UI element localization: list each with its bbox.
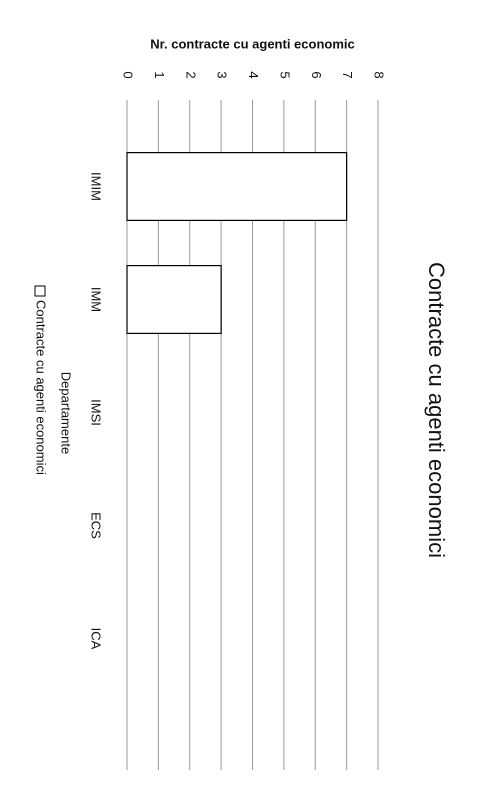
y-tick-label: 0 — [121, 71, 136, 78]
legend-swatch — [34, 285, 46, 297]
chart-title: Contracte cu agenti economici — [424, 262, 449, 558]
y-tick-label: 3 — [215, 71, 230, 78]
x-axis-label: Departamente — [59, 372, 74, 454]
x-tick-label: ECS — [89, 512, 104, 539]
y-tick-label: 2 — [183, 71, 198, 78]
y-tick-label: 6 — [309, 71, 324, 78]
y-tick-label: 8 — [372, 71, 387, 78]
x-tick-label: IMM — [89, 287, 104, 312]
y-tick-label: 4 — [246, 71, 261, 78]
y-tick-label: 5 — [277, 71, 292, 78]
x-tick-label: ICA — [89, 628, 104, 650]
y-axis-label: Nr. contracte cu agenti economic — [150, 36, 354, 51]
rotated-chart: Contracte cu agenti economici Nr. contra… — [34, 36, 449, 770]
y-tick-label: 1 — [152, 71, 167, 78]
legend-label: Contracte cu agenti economici — [34, 300, 49, 475]
x-tick-label: IMIM — [89, 172, 104, 201]
bar — [126, 152, 348, 222]
y-tick-label: 7 — [340, 71, 355, 78]
x-tick-label: IMSI — [89, 399, 104, 426]
bar — [126, 265, 222, 335]
